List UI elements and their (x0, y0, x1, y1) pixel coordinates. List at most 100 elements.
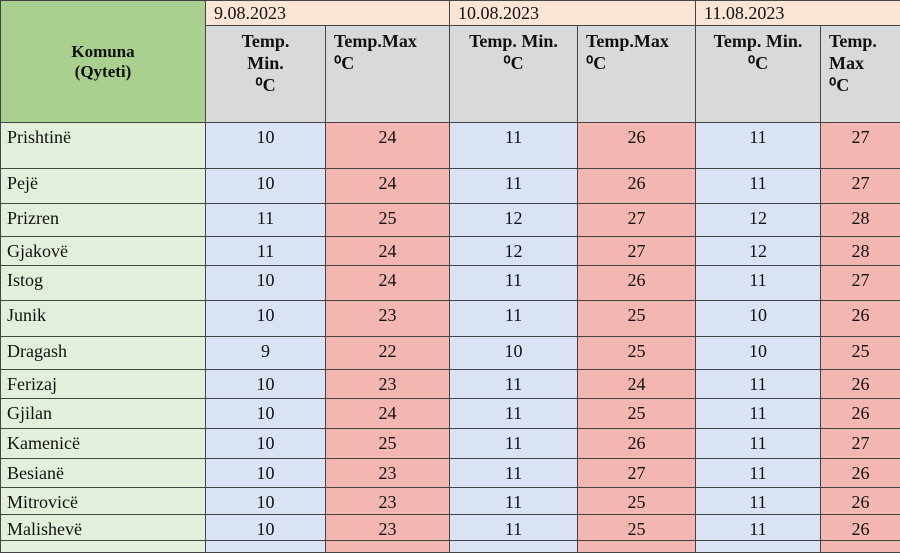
temp-max: 26 (578, 266, 696, 301)
column-header: Temp. Max ⁰C (821, 26, 900, 123)
temp-min: 10 (696, 337, 821, 370)
column-header: Temp. Min. ⁰C (450, 26, 578, 123)
temp-min: 10 (206, 399, 326, 429)
temp-max: 26 (578, 169, 696, 204)
temp-min: 11 (696, 515, 821, 541)
temp-max: 28 (821, 237, 900, 266)
empty-cell (696, 541, 821, 553)
temp-min: 11 (450, 515, 578, 541)
column-header: Temp.Max ⁰C (578, 26, 696, 123)
temp-min: 10 (696, 301, 821, 337)
temp-min: 12 (450, 204, 578, 237)
temp-min: 11 (450, 266, 578, 301)
temp-min: 12 (450, 237, 578, 266)
temp-max: 25 (821, 337, 900, 370)
temp-min: 11 (696, 169, 821, 204)
empty-cell (578, 541, 696, 553)
temp-max: 27 (578, 204, 696, 237)
temp-min: 10 (206, 515, 326, 541)
city-name: Istog (1, 266, 206, 301)
temp-max: 23 (326, 370, 450, 399)
temp-min: 11 (450, 123, 578, 169)
temp-min: 10 (206, 123, 326, 169)
temp-max: 26 (821, 515, 900, 541)
city-header: Komuna (Qyteti) (1, 1, 206, 123)
temp-min: 10 (206, 459, 326, 488)
date-header: 10.08.2023 (450, 1, 696, 26)
temp-max: 24 (326, 237, 450, 266)
temp-min: 11 (696, 459, 821, 488)
temp-min: 11 (696, 266, 821, 301)
temp-min: 10 (206, 266, 326, 301)
temp-max: 23 (326, 515, 450, 541)
temp-max: 25 (578, 301, 696, 337)
temp-max: 24 (326, 123, 450, 169)
temp-min: 11 (696, 429, 821, 459)
temp-max: 24 (326, 399, 450, 429)
temp-max: 27 (821, 169, 900, 204)
temp-max: 27 (821, 266, 900, 301)
temp-min: 12 (696, 204, 821, 237)
temp-min: 11 (450, 429, 578, 459)
empty-cell (821, 541, 900, 553)
city-name: Kamenicë (1, 429, 206, 459)
temp-min: 11 (450, 488, 578, 515)
temp-max: 25 (326, 204, 450, 237)
temp-min: 11 (696, 370, 821, 399)
temp-max: 23 (326, 488, 450, 515)
temp-min: 9 (206, 337, 326, 370)
temp-max: 27 (578, 459, 696, 488)
city-name: Malishevë (1, 515, 206, 541)
temp-min: 10 (206, 429, 326, 459)
temp-min: 11 (450, 399, 578, 429)
temp-min: 11 (696, 399, 821, 429)
temp-max: 27 (821, 429, 900, 459)
temp-max: 24 (578, 370, 696, 399)
temp-min: 10 (206, 301, 326, 337)
temp-max: 25 (578, 488, 696, 515)
empty-cell (1, 541, 206, 553)
temp-min: 10 (206, 488, 326, 515)
temp-max: 24 (326, 169, 450, 204)
city-name: Pejë (1, 169, 206, 204)
temp-min: 11 (696, 488, 821, 515)
temp-min: 11 (450, 370, 578, 399)
temp-max: 26 (821, 459, 900, 488)
date-header: 9.08.2023 (206, 1, 450, 26)
city-name: Dragash (1, 337, 206, 370)
temp-min: 11 (450, 301, 578, 337)
temp-min: 12 (696, 237, 821, 266)
temp-max: 25 (578, 515, 696, 541)
temp-max: 25 (326, 429, 450, 459)
temp-max: 26 (578, 123, 696, 169)
temp-max: 23 (326, 459, 450, 488)
temp-max: 27 (578, 237, 696, 266)
city-name: Gjakovë (1, 237, 206, 266)
city-name: Prishtinë (1, 123, 206, 169)
empty-cell (326, 541, 450, 553)
temp-max: 26 (821, 399, 900, 429)
temp-max: 26 (821, 370, 900, 399)
temp-min: 11 (696, 123, 821, 169)
temp-min: 11 (206, 237, 326, 266)
city-name: Gjilan (1, 399, 206, 429)
temp-max: 26 (821, 488, 900, 515)
empty-row (1, 541, 900, 553)
temp-max: 25 (578, 399, 696, 429)
column-header: Temp. Min. ⁰C (696, 26, 821, 123)
column-header: Temp.Max ⁰C (326, 26, 450, 123)
